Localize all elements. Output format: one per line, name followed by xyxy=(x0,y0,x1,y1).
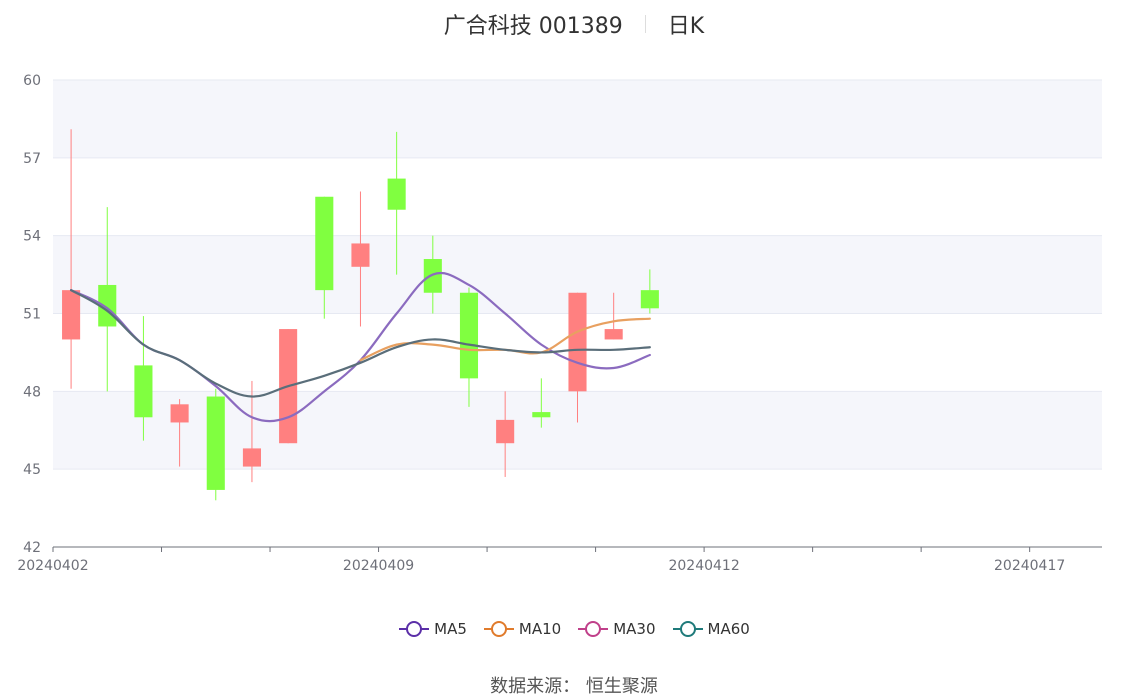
legend-label: MA10 xyxy=(518,620,562,638)
candle-body xyxy=(170,404,189,423)
candle-body xyxy=(387,178,406,210)
title-divider xyxy=(644,15,646,33)
candle-body xyxy=(568,292,587,392)
x-tick-label: 20240417 xyxy=(994,558,1065,574)
y-tick-label: 57 xyxy=(23,151,41,167)
legend-label: MA60 xyxy=(707,620,750,638)
candle-body xyxy=(62,290,81,340)
legend-item-ma5[interactable]: MA5 xyxy=(398,620,467,638)
source-value: 恒生聚源 xyxy=(585,676,658,697)
candle-body xyxy=(532,412,551,418)
y-tick-label: 42 xyxy=(23,540,41,556)
y-tick-label: 54 xyxy=(23,229,41,245)
legend-item-ma60[interactable]: MA60 xyxy=(672,620,750,638)
x-tick-label: 20240412 xyxy=(668,558,739,574)
candlestick-chart: 42 45 48 51 54 57 60 20240402 20240409 20240412 20… xyxy=(17,73,1102,574)
legend-label: MA5 xyxy=(434,620,467,638)
candle-body xyxy=(604,329,623,340)
x-tick-label: 20240402 xyxy=(17,558,88,574)
legend-label: MA30 xyxy=(613,620,656,638)
data-source: 数据来源： 恒生聚源 xyxy=(0,672,1148,698)
candle-body xyxy=(459,292,479,379)
ma-line-ma60 xyxy=(69,289,651,398)
x-tick-label: 20240409 xyxy=(343,558,414,574)
source-label: 数据来源： xyxy=(490,676,581,697)
legend-marker-icon xyxy=(399,621,430,637)
y-tick-label: 48 xyxy=(23,384,41,400)
candle-body xyxy=(423,259,442,293)
candle-body xyxy=(315,196,334,291)
y-tick-label: 45 xyxy=(23,462,41,478)
legend: MA5 MA10 MA30 MA60 xyxy=(0,620,1148,642)
y-tick-label: 51 xyxy=(23,307,41,323)
candle-body xyxy=(242,448,261,467)
stock-name: 广合科技 001389 xyxy=(443,14,623,39)
legend-marker-icon xyxy=(672,621,703,637)
chart-title: 广合科技 001389 日K xyxy=(0,8,1148,40)
legend-item-ma10[interactable]: MA10 xyxy=(483,620,561,638)
y-tick-label: 60 xyxy=(23,73,41,89)
legend-marker-icon xyxy=(483,621,514,637)
legend-item-ma30[interactable]: MA30 xyxy=(577,620,656,638)
candle-body xyxy=(640,290,659,309)
candle-body xyxy=(134,365,153,418)
candle-body xyxy=(496,419,515,444)
candle-body xyxy=(351,243,370,267)
candle-body xyxy=(206,396,225,490)
grid-band xyxy=(53,80,1102,158)
legend-marker-icon xyxy=(578,621,609,637)
period-label: 日K xyxy=(667,14,705,39)
